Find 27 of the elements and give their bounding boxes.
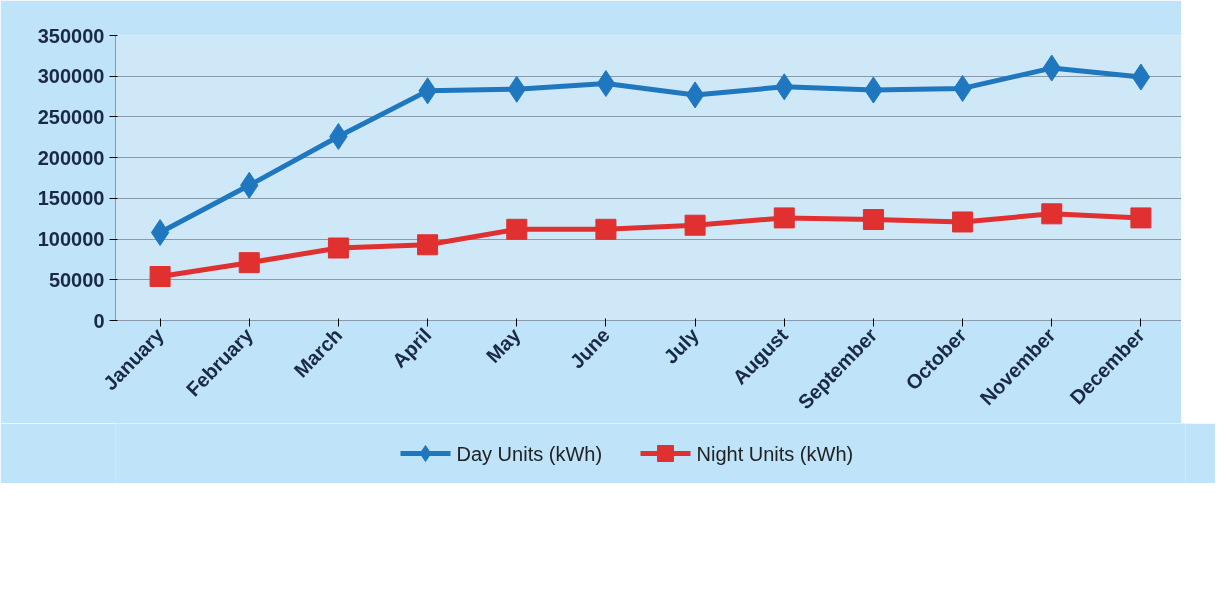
point: [596, 70, 616, 98]
y-tick-label: 0: [93, 309, 105, 332]
point: [595, 218, 617, 240]
y-tick-label: 350000: [37, 24, 105, 47]
point: [238, 252, 260, 274]
legend-label: Day Units (kWh): [456, 442, 603, 465]
point: [952, 211, 974, 233]
point: [149, 266, 171, 288]
point: [327, 237, 349, 259]
y-tick-label: 300000: [37, 65, 105, 88]
legend-label: Night Units (kWh): [696, 442, 854, 465]
point: [150, 219, 170, 247]
point: [1130, 207, 1152, 229]
point: [1041, 203, 1063, 225]
point: [506, 218, 528, 240]
point: [862, 209, 884, 231]
point: [684, 214, 706, 236]
point: [773, 207, 795, 229]
y-tick-label: 150000: [37, 187, 105, 210]
point: [417, 234, 439, 256]
y-tick-label: 100000: [37, 228, 105, 251]
x-tick-label: May: [481, 323, 526, 368]
y-tick-label: 250000: [37, 105, 105, 128]
y-tick-label: 200000: [37, 146, 105, 169]
point: [1131, 63, 1151, 91]
y-tick-label: 50000: [48, 268, 105, 291]
point: [685, 81, 705, 109]
